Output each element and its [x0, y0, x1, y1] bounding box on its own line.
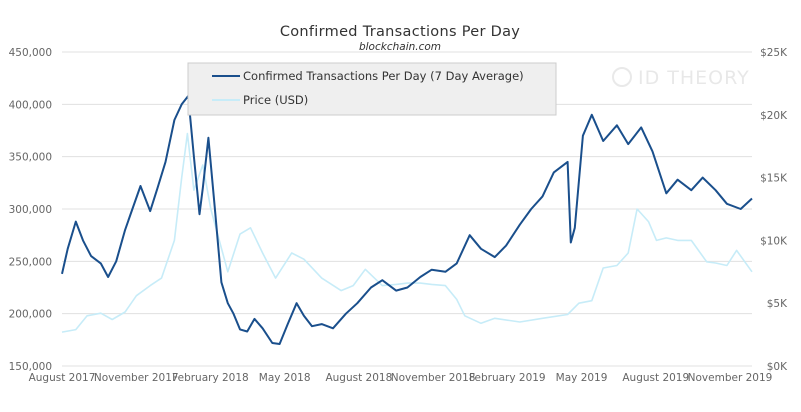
legend-box [187, 62, 557, 116]
x-tick-label: February 2019 [469, 372, 546, 384]
y-right-tick-label: $0K [767, 361, 788, 373]
x-tick-label: February 2018 [172, 372, 249, 384]
y-right-tick-label: $15K [760, 173, 788, 185]
x-tick-label: November 2019 [688, 372, 773, 384]
chart-title: Confirmed Transactions Per Day [280, 24, 520, 40]
y-right-tick-label: $10K [760, 235, 788, 247]
series-price-line [61, 132, 753, 333]
y-left-tick-label: 300,000 [9, 204, 52, 216]
x-tick-label: May 2018 [259, 372, 311, 384]
y-left-tick-label: 150,000 [9, 361, 52, 373]
x-tick-label: August 2017 [29, 372, 96, 384]
y-left-tick-label: 400,000 [9, 99, 52, 111]
legend-label-price: Price (USD) [243, 93, 308, 107]
y-right-tick-label: $5K [767, 298, 788, 310]
legend: Confirmed Transactions Per Day (7 Day Av… [187, 62, 557, 116]
watermark: ID THEORY [612, 67, 750, 89]
axis-layer: 150,000 200,000 250,000 300,000 350,000 400,0… [9, 47, 789, 384]
series-transactions-line [61, 95, 753, 345]
chart-subtitle: blockchain.com [359, 41, 441, 53]
legend-label-transactions: Confirmed Transactions Per Day (7 Day Av… [243, 69, 524, 83]
series-layer [61, 95, 753, 345]
y-left-tick-label: 200,000 [9, 309, 52, 321]
x-tick-label: August 2019 [622, 372, 689, 384]
y-right-tick-label: $25K [760, 47, 788, 59]
x-tick-label: November 2017 [94, 372, 179, 384]
y-right-tick-label: $20K [760, 110, 788, 122]
y-left-tick-label: 250,000 [9, 256, 52, 268]
x-tick-label: May 2019 [556, 372, 608, 384]
y-left-tick-label: 350,000 [9, 152, 52, 164]
x-tick-label: November 2018 [391, 372, 476, 384]
watermark-text: ID THEORY [638, 67, 750, 89]
y-left-tick-label: 450,000 [9, 47, 52, 59]
watermark-logo-icon [612, 67, 632, 87]
x-tick-label: August 2018 [325, 372, 392, 384]
